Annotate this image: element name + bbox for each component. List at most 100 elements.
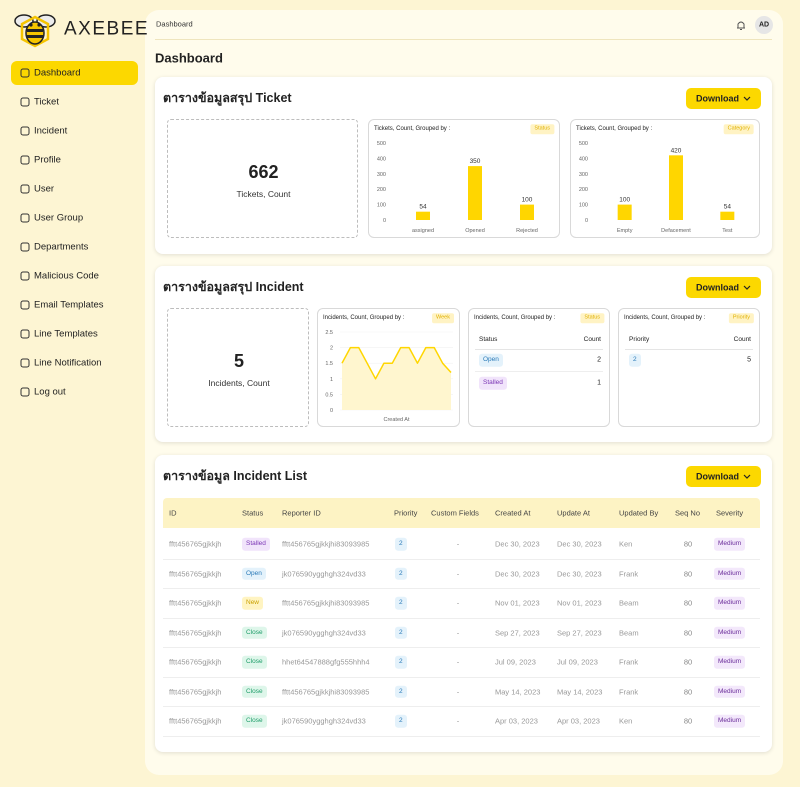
table-cell: May 14, 2023 — [557, 686, 603, 696]
table-row[interactable] — [163, 589, 760, 619]
status-badge: Close — [242, 714, 267, 728]
chart-title: Tickets, Count, Grouped by : — [374, 126, 451, 132]
table-cell: 1 — [597, 379, 601, 387]
total-value: 662 — [248, 162, 279, 182]
x-tick-label: Empty — [617, 228, 633, 234]
chevron-icon — [743, 96, 751, 101]
severity-badge: Medium — [714, 714, 746, 728]
menu-item[interactable]: Dashboard — [11, 61, 138, 85]
table-cell: jk076590ygghgh324vd33 — [282, 568, 366, 578]
x-tick-label: Rejected — [516, 228, 538, 234]
menu-item[interactable]: Departments — [11, 235, 138, 259]
menu-icon — [20, 68, 30, 78]
chevron-shape — [743, 96, 751, 101]
card: ตารางข้อมูลสรุป Incident Download 5 Inciden… — [155, 266, 772, 442]
download-button[interactable]: Download — [686, 466, 761, 487]
bar — [520, 204, 534, 220]
table-header: Count — [583, 335, 601, 343]
y-tick-label: 100 — [579, 203, 588, 209]
menu-icon — [20, 387, 30, 397]
avatar[interactable]: AD — [755, 16, 773, 34]
status-badge: New — [242, 596, 264, 610]
download-button[interactable]: Download — [686, 88, 761, 109]
menu-label: Incident — [34, 125, 68, 137]
table-cell: Dec 30, 2023 — [557, 568, 602, 578]
table-cell: fftt456765gjkkjh — [169, 627, 222, 637]
table-row[interactable] — [163, 648, 760, 678]
chart-title: Incidents, Count, Grouped by : — [624, 315, 706, 321]
menu-item[interactable]: Email Templates — [11, 293, 138, 317]
menu-icon — [20, 329, 30, 339]
menu-item[interactable]: Log out — [11, 380, 138, 404]
chart-card: Incidents, Count, Grouped by : Status Stat… — [468, 308, 610, 427]
table-cell: fftt456765gjkkjh — [169, 598, 222, 608]
severity-badge: Medium — [714, 567, 746, 580]
severity-badge: Medium — [714, 655, 746, 669]
chevron-shape — [743, 285, 751, 290]
icon-shape — [20, 271, 30, 281]
menu-item[interactable]: User Group — [11, 206, 138, 230]
y-tick-label: 500 — [579, 141, 588, 147]
total-label: Tickets, Count — [236, 188, 291, 199]
total-label: Incidents, Count — [208, 377, 270, 388]
card: ตารางข้อมูลสรุป Ticket Download 662 Tickets… — [155, 77, 772, 254]
menu-item[interactable]: Line Notification — [11, 351, 138, 375]
icon-shape — [20, 213, 30, 223]
priority-badge: 2 — [395, 714, 407, 728]
download-button[interactable]: Download — [686, 277, 761, 298]
menu-item[interactable]: Profile — [11, 148, 138, 172]
table-cell: 80 — [683, 716, 693, 726]
menu-label: Line Notification — [34, 357, 102, 369]
table-row[interactable] — [163, 559, 760, 589]
table-row[interactable] — [163, 677, 760, 707]
column-header: Created At — [495, 508, 531, 518]
x-tick-label: Opened — [465, 228, 485, 234]
table-cell: Frank — [619, 657, 639, 667]
group-tag: Priority — [728, 313, 754, 323]
table-cell: - — [456, 568, 460, 578]
y-tick-label: 400 — [579, 156, 588, 162]
brand-name: AXEBEE — [64, 18, 150, 40]
table-row[interactable] — [163, 618, 760, 648]
table-row[interactable] — [163, 530, 760, 560]
bar — [416, 211, 430, 220]
severity-badge: Medium — [714, 537, 746, 551]
group-tag: Week — [432, 313, 454, 323]
icon-shape — [20, 68, 30, 78]
menu-item[interactable]: Malicious Code — [11, 264, 138, 288]
chart-title: Tickets, Count, Grouped by : — [576, 126, 653, 132]
menu-item[interactable]: Incident — [11, 119, 138, 143]
total-box: 5 Incidents, Count — [167, 308, 309, 427]
table-cell: Jul 09, 2023 — [495, 657, 536, 667]
y-tick-label: 1.5 — [325, 361, 333, 367]
menu-icon — [20, 300, 30, 310]
chart-card: Incidents, Count, Grouped by : Week 0 0.5 1 1… — [317, 308, 460, 427]
table-cell: - — [456, 716, 460, 726]
table-cell: Ken — [619, 716, 633, 726]
menu-item[interactable]: User — [11, 177, 138, 201]
menu-label: Email Templates — [34, 299, 104, 311]
table-cell: 5 — [747, 356, 751, 364]
menu-item[interactable]: Line Templates — [11, 322, 138, 346]
table-cell: - — [456, 686, 460, 696]
page-title: Dashboard — [155, 50, 223, 66]
column-header: Update At — [557, 508, 590, 518]
y-tick-label: 500 — [377, 141, 386, 147]
bell-icon — [737, 21, 745, 30]
table-divider — [475, 349, 603, 350]
table-cell: Ken — [619, 539, 633, 549]
y-tick-label: 0.5 — [325, 392, 333, 398]
table-header: Priority — [629, 335, 650, 343]
table-cell: Sep 27, 2023 — [495, 627, 540, 637]
icon-shape — [20, 242, 30, 252]
menu-label: Profile — [34, 154, 61, 166]
table-row[interactable] — [163, 707, 760, 737]
menu-icon — [20, 97, 30, 107]
menu-item[interactable]: Ticket — [11, 90, 138, 114]
menu-icon — [20, 358, 30, 368]
y-tick-label: 0 — [383, 218, 386, 224]
bar — [720, 211, 735, 220]
y-tick-label: 2 — [330, 346, 333, 352]
total-box: 662 Tickets, Count — [167, 119, 358, 238]
avatar-initials: AD — [758, 21, 770, 29]
